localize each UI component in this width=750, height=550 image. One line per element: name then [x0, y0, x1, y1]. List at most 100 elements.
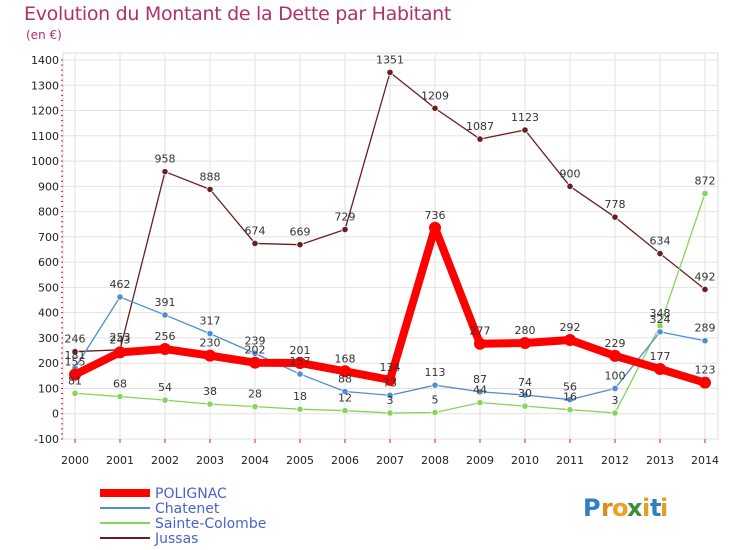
- y-tick-label: -100: [34, 433, 59, 446]
- data-label-jussas: 492: [695, 270, 716, 283]
- data-label-jussas: 1087: [466, 120, 494, 133]
- data-point-jussas: [251, 239, 259, 248]
- data-label-polignac: 292: [560, 321, 581, 334]
- y-tick-label: 900: [38, 180, 59, 193]
- logo-letter: o: [612, 494, 629, 522]
- data-label-chatenet: 324: [650, 313, 671, 326]
- data-point-jussas: [611, 213, 619, 221]
- y-tick-label: 1200: [31, 105, 59, 118]
- data-label-chatenet: 100: [605, 369, 626, 382]
- legend-label-sainte-colombe: Sainte-Colombe: [155, 516, 266, 532]
- data-label-polignac: 123: [695, 364, 716, 377]
- logo-letter: P: [583, 494, 601, 522]
- data-label-jussas: 900: [560, 167, 581, 180]
- data-point-sainte-colombe: [566, 406, 574, 414]
- data-label-sainte-colombe: 18: [293, 390, 307, 403]
- data-point-polignac: [699, 376, 711, 389]
- data-label-polignac: 168: [335, 352, 356, 365]
- data-label-sainte-colombe: 68: [113, 378, 127, 391]
- data-label-polignac: 202: [245, 344, 266, 357]
- data-point-sainte-colombe: [116, 392, 124, 401]
- data-point-jussas: [296, 241, 304, 249]
- data-point-chatenet: [161, 311, 169, 319]
- data-point-polignac: [204, 349, 216, 362]
- y-tick-label: 600: [38, 256, 59, 269]
- data-label-sainte-colombe: 54: [158, 381, 172, 394]
- x-tick-label: 2006: [331, 454, 359, 467]
- logo-letter: t: [650, 494, 661, 522]
- data-label-jussas: 729: [335, 211, 356, 224]
- data-label-chatenet: 88: [338, 372, 352, 385]
- data-label-jussas: 253: [110, 331, 131, 344]
- data-point-sainte-colombe: [296, 405, 304, 413]
- data-point-chatenet: [611, 384, 619, 393]
- data-label-sainte-colombe: 38: [203, 385, 217, 398]
- data-point-polignac: [249, 356, 261, 369]
- data-label-chatenet: 56: [563, 381, 577, 394]
- data-label-polignac: 243: [110, 333, 131, 346]
- data-point-polignac: [69, 368, 81, 381]
- data-point-polignac: [294, 356, 306, 369]
- y-tick-label: 500: [38, 281, 59, 294]
- chart-subtitle: (en €): [26, 28, 62, 42]
- x-tick-label: 2005: [286, 454, 314, 467]
- data-point-chatenet: [206, 330, 214, 338]
- y-tick-label: 200: [38, 357, 59, 370]
- data-point-polignac: [609, 349, 621, 362]
- data-point-jussas: [431, 104, 439, 112]
- data-point-jussas: [386, 68, 394, 76]
- data-point-sainte-colombe: [341, 407, 349, 415]
- data-label-chatenet: 239: [245, 334, 266, 347]
- data-point-jussas: [206, 185, 214, 193]
- y-tick-label: 1100: [31, 130, 59, 143]
- data-label-layer: 155 243 256 230 202 201 168 134 736 277 280 292 229 1…: [65, 53, 716, 407]
- x-tick-label: 2001: [106, 454, 134, 467]
- data-label-sainte-colombe: 348: [650, 307, 671, 320]
- x-tick-label: 2010: [511, 454, 539, 467]
- x-tick-label: 2002: [151, 454, 179, 467]
- chart-title: Evolution du Montant de la Dette par Hab…: [24, 3, 452, 25]
- data-label-polignac: 256: [155, 330, 176, 343]
- data-point-sainte-colombe: [431, 408, 439, 417]
- data-point-sainte-colombe: [521, 402, 529, 410]
- data-label-sainte-colombe: 12: [338, 392, 352, 405]
- logo-letter: x: [627, 494, 643, 522]
- data-label-chatenet: 113: [425, 366, 446, 379]
- x-tick-label: 2003: [196, 454, 224, 467]
- data-point-polignac: [519, 336, 531, 349]
- data-point-polignac: [474, 337, 486, 350]
- data-label-jussas: 674: [245, 224, 266, 237]
- data-label-sainte-colombe: 44: [473, 384, 487, 397]
- data-label-polignac: 155: [65, 356, 86, 369]
- data-label-polignac: 177: [650, 350, 671, 363]
- data-point-jussas: [566, 182, 574, 190]
- x-tick-label: 2011: [556, 454, 584, 467]
- data-point-sainte-colombe: [611, 409, 619, 417]
- axis-layer: -100 0 100 200 300 400 500 600 700 800 900 1000 1100…: [31, 54, 719, 467]
- data-point-chatenet: [701, 337, 709, 345]
- data-label-polignac: 134: [380, 361, 401, 374]
- data-point-sainte-colombe: [701, 189, 709, 198]
- x-tick-label: 2014: [691, 454, 719, 467]
- x-tick-label: 2007: [376, 454, 404, 467]
- data-label-chatenet: 74: [518, 376, 532, 389]
- data-point-sainte-colombe: [71, 389, 79, 397]
- data-label-jussas: 1209: [421, 89, 449, 102]
- data-point-polignac: [339, 365, 351, 378]
- data-label-polignac: 736: [425, 209, 446, 222]
- x-tick-label: 2013: [646, 454, 674, 467]
- data-label-sainte-colombe: 5: [432, 393, 439, 406]
- data-point-chatenet: [656, 328, 664, 336]
- data-point-chatenet: [386, 391, 394, 399]
- data-point-polignac: [114, 346, 126, 359]
- y-tick-label: 1300: [31, 79, 59, 92]
- data-point-jussas: [701, 285, 709, 294]
- data-label-jussas: 634: [650, 235, 671, 248]
- x-tick-label: 2012: [601, 454, 629, 467]
- data-point-sainte-colombe: [386, 409, 394, 417]
- data-label-jussas: 1123: [511, 111, 539, 124]
- logo-letter: i: [660, 494, 668, 522]
- data-label-sainte-colombe: 3: [612, 394, 619, 407]
